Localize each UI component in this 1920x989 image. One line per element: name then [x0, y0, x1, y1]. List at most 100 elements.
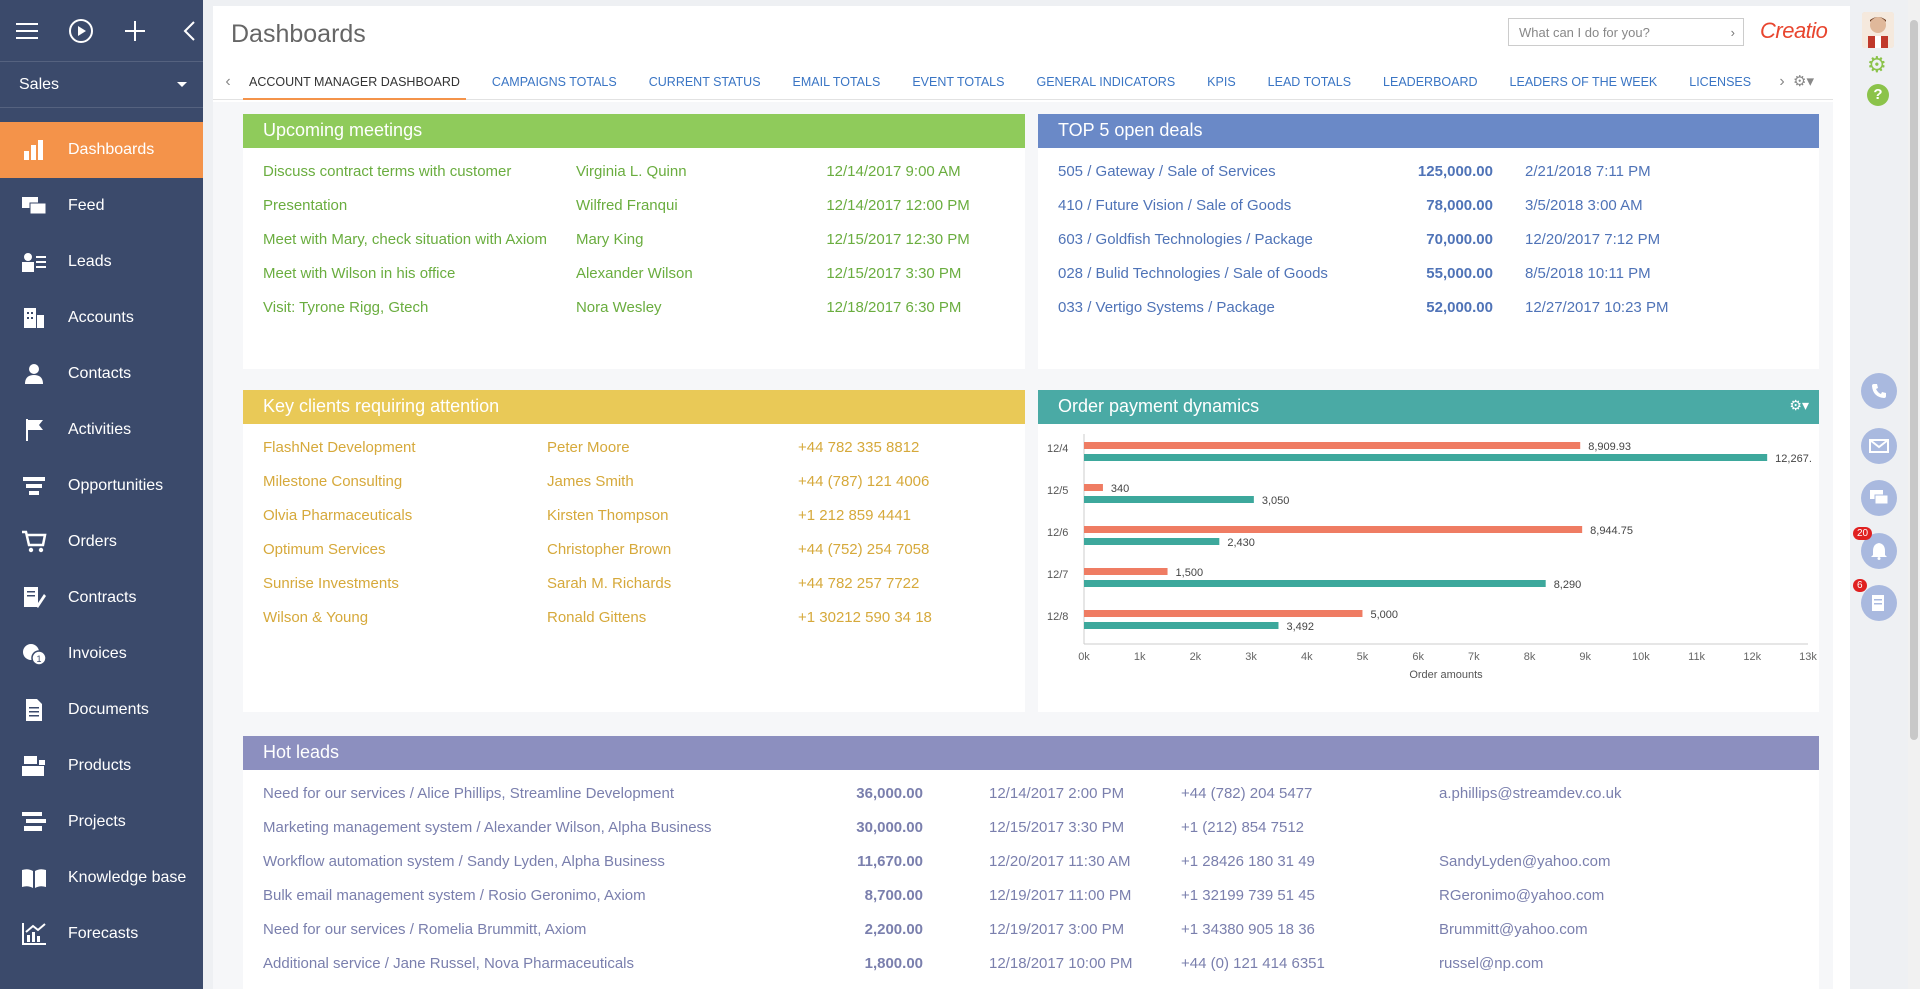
tabs-scroll-left-icon[interactable]: ‹ [225, 72, 231, 90]
cell: +1 30212 590 34 18 [798, 608, 932, 626]
x-axis-label: Order amounts [1409, 669, 1483, 681]
cell[interactable]: 505 / Gateway / Sale of Services [1058, 162, 1276, 180]
cell[interactable]: Need for our services / Alice Phillips, … [263, 784, 675, 802]
lead-row[interactable]: Marketing management system / Alexander … [243, 810, 1819, 844]
cell[interactable]: Bulk email management system / Rosio Ger… [263, 886, 646, 904]
lead-row[interactable]: Need for our services / Romelia Brummitt… [243, 912, 1819, 946]
cell: 12/14/2017 9:00 AM [826, 162, 961, 180]
cell[interactable]: 603 / Goldfish Technologies / Package [1058, 230, 1313, 248]
cell[interactable]: Need for our services / Romelia Brummitt… [263, 920, 587, 938]
tab-lead-totals[interactable]: LEAD TOTALS [1267, 74, 1352, 89]
sidebar-item-products[interactable]: Products [0, 738, 203, 794]
sidebar-item-documents[interactable]: Documents [0, 682, 203, 738]
sidebar-item-orders[interactable]: Orders [0, 514, 203, 570]
gear-icon[interactable]: ⚙ [1867, 52, 1887, 77]
cell[interactable]: Discuss contract terms with customer [263, 162, 512, 180]
gear-icon[interactable]: ⚙▾ [1793, 73, 1814, 90]
meeting-row[interactable]: Meet with Wilson in his office Alexander … [243, 256, 1025, 290]
notifications-button[interactable]: 20 [1853, 527, 1897, 569]
lead-row[interactable]: Additional service / Jane Russel, Nova P… [243, 946, 1819, 980]
tabs-scroll-right-icon[interactable]: › [1779, 72, 1785, 90]
command-search-input[interactable]: What can I do for you? › [1508, 18, 1744, 46]
lead-row[interactable]: Need for our services / Alice Phillips, … [243, 776, 1819, 810]
page-scrollbar[interactable] [1908, 0, 1920, 989]
cell[interactable]: FlashNet Development [263, 438, 416, 456]
sidebar-item-activities[interactable]: Activities [0, 402, 203, 458]
scrollbar-thumb[interactable] [1910, 20, 1918, 740]
sidebar-item-projects[interactable]: Projects [0, 794, 203, 850]
cell[interactable]: Wilson & Young [263, 608, 369, 626]
cell[interactable]: Meet with Mary, check situation with Axi… [263, 230, 547, 248]
collapse-icon[interactable] [176, 18, 202, 44]
sidebar-item-feed[interactable]: Feed [0, 178, 203, 234]
sidebar-item-opportunities[interactable]: Opportunities [0, 458, 203, 514]
client-row[interactable]: Optimum Services Christopher Brown +44 (75… [243, 532, 1025, 566]
sidebar-item-label: Contracts [68, 589, 137, 606]
sidebar-item-contacts[interactable]: Contacts [0, 346, 203, 402]
tab-leaderboard[interactable]: LEADERBOARD [1383, 74, 1478, 89]
avatar[interactable] [1862, 12, 1894, 48]
cell[interactable]: Sunrise Investments [263, 574, 399, 592]
tab-current-status[interactable]: CURRENT STATUS [648, 74, 761, 89]
tab-campaigns-totals[interactable]: CAMPAIGNS TOTALS [491, 74, 617, 89]
chevron-right-icon[interactable]: › [1730, 25, 1735, 40]
tab-leaders-of-the-week[interactable]: LEADERS OF THE WEEK [1509, 74, 1658, 89]
meeting-row[interactable]: Presentation Wilfred Franqui 12/14/2017 12… [243, 188, 1025, 222]
client-row[interactable]: FlashNet Development Peter Moore +44 782 3… [243, 430, 1025, 464]
meeting-row[interactable]: Meet with Mary, check situation with Axi… [243, 222, 1025, 256]
sidebar-item-knowledge-base[interactable]: Knowledge base [0, 850, 203, 906]
cell[interactable]: Olvia Pharmaceuticals [263, 506, 413, 524]
projects-icon [20, 808, 48, 836]
cell[interactable]: Workflow automation system / Sandy Lyden… [263, 852, 665, 870]
approvals-button[interactable]: 6 [1853, 579, 1897, 621]
sidebar-item-forecasts[interactable]: Forecasts [0, 906, 203, 962]
cell[interactable]: Milestone Consulting [263, 472, 403, 490]
lead-row[interactable]: Workflow automation system / Sandy Lyden… [243, 844, 1819, 878]
cell[interactable]: Additional service / Jane Russel, Nova P… [263, 954, 635, 972]
cell[interactable]: 410 / Future Vision / Sale of Goods [1058, 196, 1292, 214]
client-row[interactable]: Olvia Pharmaceuticals Kirsten Thompson +1 … [243, 498, 1025, 532]
tab-account-manager-dashboard[interactable]: ACCOUNT MANAGER DASHBOARD [243, 64, 466, 100]
meeting-row[interactable]: Visit: Tyrone Rigg, Gtech Nora Wesley 12/1… [243, 290, 1025, 324]
sidebar-item-leads[interactable]: Leads [0, 234, 203, 290]
email-button[interactable] [1861, 428, 1897, 464]
tab-email-totals[interactable]: EMAIL TOTALS [792, 74, 881, 89]
sidebar-item-invoices[interactable]: 1 Invoices [0, 626, 203, 682]
cell[interactable]: 033 / Vertigo Systems / Package [1058, 298, 1275, 316]
workplace-selector[interactable]: Sales [0, 62, 203, 108]
sidebar-item-contracts[interactable]: Contracts [0, 570, 203, 626]
cell[interactable]: Meet with Wilson in his office [263, 264, 456, 282]
tab-event-totals[interactable]: EVENT TOTALS [912, 74, 1005, 89]
phone-button[interactable] [1861, 373, 1897, 409]
help-icon[interactable]: ? [1867, 84, 1889, 106]
deal-row[interactable]: 410 / Future Vision / Sale of Goods 78,00… [1038, 188, 1819, 222]
gear-icon[interactable]: ⚙▾ [1789, 397, 1809, 413]
svg-text:1: 1 [37, 654, 42, 664]
client-row[interactable]: Wilson & Young Ronald Gittens +1 30212 590… [243, 600, 1025, 634]
cell[interactable]: Presentation [263, 196, 348, 214]
cell[interactable]: Optimum Services [263, 540, 386, 558]
cell: Alexander Wilson [575, 264, 693, 282]
tab-licenses[interactable]: LICENSES [1689, 74, 1752, 89]
chat-button[interactable] [1861, 480, 1897, 516]
deal-row[interactable]: 028 / Bulid Technologies / Sale of Goods… [1038, 256, 1819, 290]
tab-kpis[interactable]: KPIS [1207, 74, 1236, 89]
sidebar-item-accounts[interactable]: Accounts [0, 290, 203, 346]
sidebar-item-dashboards[interactable]: Dashboards [0, 122, 203, 178]
menu-icon[interactable] [14, 18, 40, 44]
client-row[interactable]: Milestone Consulting James Smith +44 (787)… [243, 464, 1025, 498]
cell[interactable]: Visit: Tyrone Rigg, Gtech [263, 298, 429, 316]
cell[interactable]: Marketing management system / Alexander … [263, 818, 712, 836]
play-icon[interactable] [68, 18, 94, 44]
cell: 12/19/2017 11:00 PM [989, 886, 1132, 904]
deal-row[interactable]: 033 / Vertigo Systems / Package 52,000.00… [1038, 290, 1819, 324]
deal-row[interactable]: 505 / Gateway / Sale of Services 125,000.… [1038, 154, 1819, 188]
add-icon[interactable] [122, 18, 148, 44]
meeting-row[interactable]: Discuss contract terms with customer Virg… [243, 154, 1025, 188]
client-row[interactable]: Sunrise Investments Sarah M. Richards +44 … [243, 566, 1025, 600]
tab-general-indicators[interactable]: GENERAL INDICATORS [1036, 74, 1176, 89]
lead-row[interactable]: Bulk email management system / Rosio Ger… [243, 878, 1819, 912]
deal-row[interactable]: 603 / Goldfish Technologies / Package 70,… [1038, 222, 1819, 256]
logo: Creatio [1760, 18, 1828, 43]
cell[interactable]: 028 / Bulid Technologies / Sale of Goods [1058, 264, 1328, 282]
